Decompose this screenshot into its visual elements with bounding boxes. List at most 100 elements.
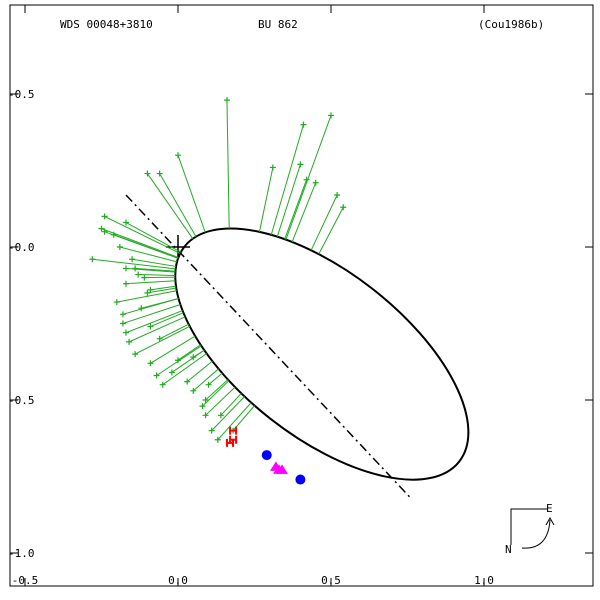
observations-layer [89, 97, 347, 443]
residual-line [119, 246, 178, 263]
residual-line [122, 304, 181, 324]
observation-point [184, 378, 191, 385]
x-tick-label: -0.5 [12, 574, 39, 587]
observation-point [190, 387, 197, 394]
residual-line [318, 206, 344, 255]
observation-point [110, 231, 117, 238]
observation-point [132, 351, 139, 358]
observation-point [147, 360, 154, 367]
residual-line [193, 349, 205, 358]
observation-point [328, 112, 334, 119]
observation-point [147, 323, 154, 330]
residual-line [186, 360, 213, 383]
residual-line [146, 173, 194, 239]
observation-point [98, 225, 105, 232]
observation-point [113, 299, 120, 306]
axis-ticks: -0.5 0.0 0.5 1.0 -0.5 -0.0 -0.5 -1.0 [8, 5, 593, 587]
observation-point [129, 256, 136, 263]
residual-line [104, 215, 181, 254]
residual-line [284, 179, 307, 240]
observation-point [190, 354, 197, 361]
residual-line [159, 173, 197, 237]
residual-line [177, 344, 201, 361]
observation-point [119, 320, 126, 327]
observation-point [122, 280, 129, 287]
observation-point [122, 329, 129, 336]
observation-point [297, 161, 304, 168]
observation-point [303, 176, 310, 183]
residual-line [202, 380, 230, 407]
residual-line [116, 290, 177, 303]
residual-line [150, 335, 196, 364]
residual-line [125, 280, 176, 285]
residual-line [101, 228, 179, 258]
observation-point [199, 403, 206, 410]
observation-point [144, 289, 151, 296]
observation-point [119, 311, 126, 318]
residual-line [128, 316, 186, 343]
markers-layer [226, 426, 306, 485]
orbit-ellipse [174, 227, 470, 481]
observation-point [269, 164, 276, 171]
observation-point [153, 372, 160, 379]
compass-arrowhead [545, 516, 555, 526]
observation-point [202, 412, 209, 419]
residual-line [134, 325, 190, 355]
observation-point [116, 244, 123, 250]
speckle-point [229, 426, 238, 435]
compass-north-label: N [505, 543, 512, 556]
observation-point [205, 381, 212, 388]
blue-point [295, 474, 306, 485]
residual-line [205, 379, 229, 401]
observation-point [168, 369, 175, 376]
observation-point [159, 381, 166, 388]
compass-east-label: E [546, 502, 553, 515]
residual-line [291, 182, 317, 243]
compass: E N [505, 502, 555, 556]
y-tick-label: -0.5 [8, 88, 35, 101]
residual-line [270, 124, 304, 235]
observation-point [147, 286, 154, 293]
observation-point [135, 271, 142, 278]
residual-line [150, 285, 177, 291]
observation-point [334, 191, 341, 198]
observation-point [101, 213, 108, 220]
residual-line [122, 298, 179, 315]
observation-point [312, 179, 319, 186]
observation-point [214, 436, 221, 443]
residual-line [217, 402, 252, 441]
residual-line [232, 405, 255, 431]
residual-line [159, 323, 189, 340]
residual-line [113, 234, 179, 259]
plot-frame [9, 4, 594, 587]
residual-line [310, 194, 338, 251]
residual-line [162, 353, 207, 386]
residual-line [258, 167, 274, 232]
residual-line [125, 310, 183, 334]
x-tick-label: 0.5 [321, 574, 341, 587]
residual-line [92, 258, 176, 270]
observation-point [217, 412, 224, 419]
blue-point [261, 450, 272, 461]
y-tick-label: -1.0 [8, 547, 35, 560]
speckle-point [229, 435, 238, 444]
observation-point [132, 265, 139, 272]
residual-line [208, 372, 223, 386]
residual-line [147, 287, 177, 294]
x-tick-label: 0.0 [168, 574, 188, 587]
residual-line [150, 312, 184, 328]
residual-line [177, 155, 206, 233]
line-of-nodes [125, 194, 412, 499]
x-tick-label: 1.0 [474, 574, 494, 587]
residual-line [276, 164, 301, 237]
observation-point [89, 256, 96, 263]
residual-line [192, 368, 219, 392]
orbit-layer [125, 194, 470, 499]
residual-line [205, 386, 236, 416]
residual-line [226, 100, 230, 229]
observation-point [122, 265, 129, 272]
observation-point [208, 427, 215, 434]
observation-point [156, 170, 163, 177]
observation-point [156, 335, 163, 342]
